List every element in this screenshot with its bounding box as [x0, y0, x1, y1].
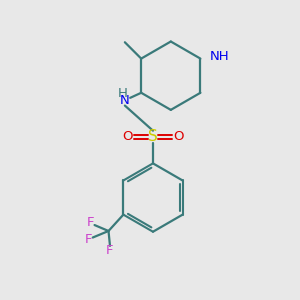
Text: O: O: [173, 130, 184, 143]
Text: F: F: [106, 244, 114, 257]
Text: N: N: [120, 94, 130, 107]
Text: F: F: [86, 216, 94, 229]
Text: NH: NH: [210, 50, 230, 63]
Text: F: F: [85, 233, 92, 246]
Text: O: O: [122, 130, 133, 143]
Text: S: S: [148, 129, 158, 144]
Text: H: H: [118, 87, 128, 100]
